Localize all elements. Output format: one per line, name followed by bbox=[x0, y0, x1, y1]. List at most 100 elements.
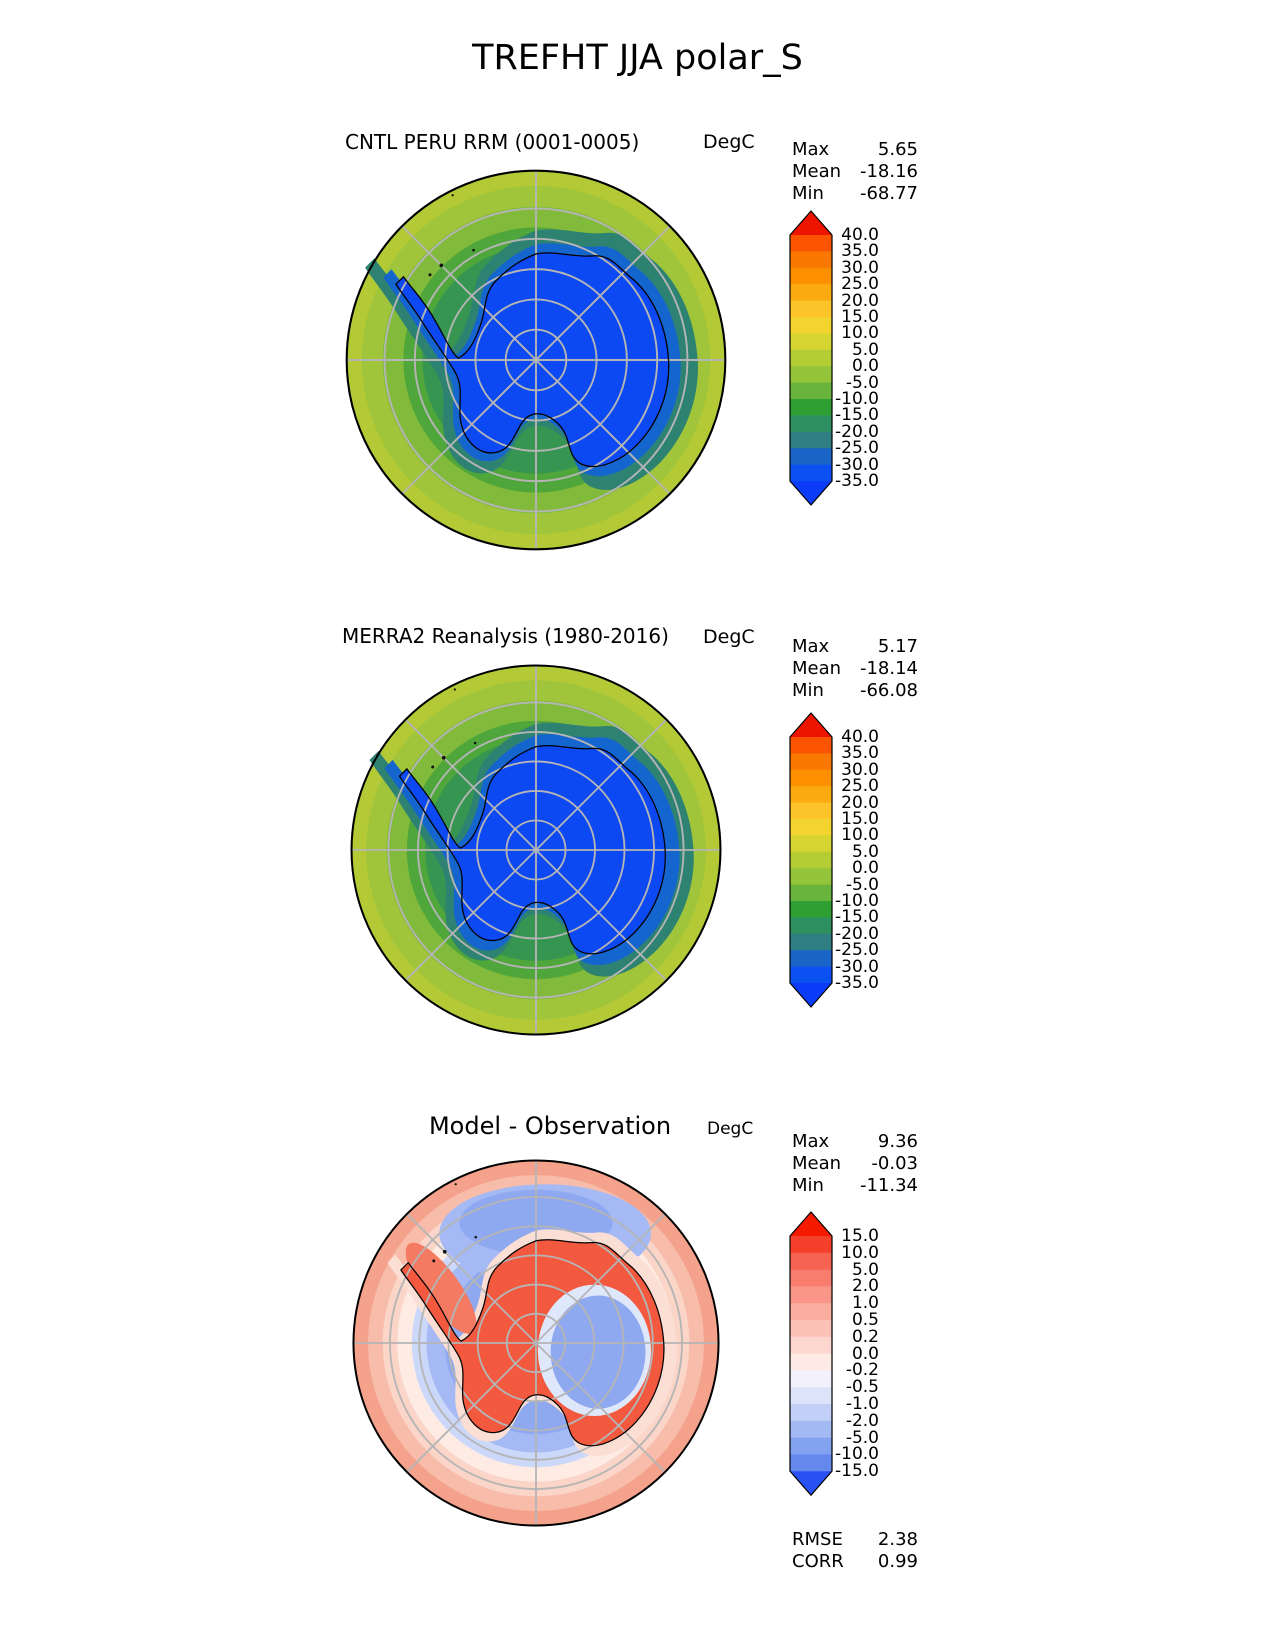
stat-label: RMSE bbox=[792, 1529, 843, 1550]
stat-row: Mean -18.16 bbox=[792, 161, 918, 183]
colorbar-tick-label: 5.0 bbox=[851, 1259, 879, 1280]
colorbar-tick-label: 35.0 bbox=[841, 241, 879, 262]
stat-label: Mean bbox=[792, 1153, 842, 1174]
colorbar-tick-label: -0.2 bbox=[845, 1360, 879, 1381]
colorbar-tick-label: -35.0 bbox=[835, 973, 879, 993]
stat-label: Mean bbox=[792, 658, 842, 679]
colorbar-tick-label: -10.0 bbox=[835, 389, 879, 409]
colorbar-tick-label: 25.0 bbox=[841, 274, 879, 295]
polar-map-diff bbox=[348, 1155, 724, 1531]
colorbar-tick-label: 1.0 bbox=[851, 1293, 879, 1314]
colorbar-model: 40.0 35.0 30.0 25.0 20.0 15.0 10.0 5.0 0.0 -5.0 -1… bbox=[789, 210, 879, 510]
stat-label: Min bbox=[792, 680, 824, 701]
stat-label: Max bbox=[792, 636, 830, 657]
colorbar-tick-label: -30.0 bbox=[835, 956, 879, 977]
colorbar-tick-label: 0.0 bbox=[851, 356, 879, 377]
colorbar-tick-label: 25.0 bbox=[841, 776, 879, 797]
colorbar-tick-label: 10.0 bbox=[841, 1242, 879, 1263]
polar-map-obs bbox=[346, 660, 726, 1040]
colorbar-tick-label: -2.0 bbox=[845, 1410, 879, 1431]
colorbar-tick-label: 15.0 bbox=[841, 1226, 879, 1246]
stat-value: -18.14 bbox=[859, 658, 918, 679]
panel-obs-subtitle: MERRA2 Reanalysis (1980-2016) bbox=[342, 624, 669, 648]
colorbar-tick-label: 15.0 bbox=[841, 809, 879, 829]
map-border bbox=[345, 169, 727, 551]
polar-map-model bbox=[341, 165, 731, 555]
colorbar-tick-label: -1.0 bbox=[845, 1394, 879, 1414]
stat-value: 2.38 bbox=[877, 1529, 918, 1550]
colorbar-tick-label: 2.0 bbox=[851, 1276, 879, 1297]
stat-row: RMSE 2.38 bbox=[792, 1529, 918, 1551]
colorbar-tick-label: 40.0 bbox=[841, 225, 879, 245]
stat-value: 0.99 bbox=[877, 1551, 918, 1572]
stat-label: CORR bbox=[792, 1551, 844, 1572]
colorbar-svg bbox=[789, 210, 833, 506]
panel-obs-units: DegC bbox=[703, 626, 755, 648]
stat-row: Min -11.34 bbox=[792, 1175, 918, 1197]
stat-value: -66.08 bbox=[859, 680, 918, 701]
colorbar-tick-label: 20.0 bbox=[841, 290, 879, 311]
map-border bbox=[352, 1159, 720, 1527]
colorbar-tick-label: -15.0 bbox=[835, 1461, 879, 1482]
colorbar-tick-label: -20.0 bbox=[835, 421, 879, 442]
stat-value: 5.17 bbox=[877, 636, 918, 657]
colorbar-tick-label: -10.0 bbox=[835, 1444, 879, 1465]
colorbar-obs: 40.0 35.0 30.0 25.0 20.0 15.0 10.0 5.0 0.0 -5.0 -1… bbox=[789, 712, 879, 1012]
panel-model-units: DegC bbox=[703, 131, 755, 153]
colorbar-tick-label: -15.0 bbox=[835, 907, 879, 928]
colorbar-tick-label: 30.0 bbox=[841, 257, 879, 278]
stat-row: Min -66.08 bbox=[792, 680, 918, 702]
colorbar-tick-label: 0.0 bbox=[851, 858, 879, 879]
stat-value: 5.65 bbox=[877, 139, 918, 160]
colorbar-tick-label: 5.0 bbox=[851, 339, 879, 360]
colorbar-tick-label: 10.0 bbox=[841, 825, 879, 846]
colorbar-tick-label: -20.0 bbox=[835, 923, 879, 944]
colorbar-tick-label: -30.0 bbox=[835, 454, 879, 475]
colorbar-tick-label: -5.0 bbox=[845, 874, 879, 895]
colorbar-tick-label: 0.2 bbox=[851, 1326, 879, 1347]
colorbar-tick-label: -25.0 bbox=[835, 940, 879, 961]
colorbar-tick-label: 10.0 bbox=[841, 323, 879, 344]
colorbar-tick-label: -35.0 bbox=[835, 471, 879, 491]
colorbar-tick-label: -5.0 bbox=[845, 1427, 879, 1448]
panel-diff-stats: Max 9.36 Mean -0.03 Min -11.34 bbox=[792, 1131, 918, 1197]
stat-row: Mean -0.03 bbox=[792, 1153, 918, 1175]
stat-value: -0.03 bbox=[871, 1153, 918, 1174]
colorbar-svg bbox=[789, 1211, 833, 1497]
colorbar-tick-label: 0.5 bbox=[851, 1310, 879, 1330]
panel-obs-stats: Max 5.17 Mean -18.14 Min -66.08 bbox=[792, 636, 918, 702]
stat-row: Min -68.77 bbox=[792, 183, 918, 205]
panel-diff-skill-stats: RMSE 2.38 CORR 0.99 bbox=[792, 1529, 918, 1573]
colorbar-diff: 15.0 10.0 5.0 2.0 1.0 0.5 0.2 0.0 -0.2 -0.5 -1.0 -2… bbox=[789, 1211, 879, 1500]
stat-value: -11.34 bbox=[859, 1175, 918, 1196]
page-title: TREFHT JJA polar_S bbox=[472, 38, 803, 78]
colorbar-tick-label: 20.0 bbox=[841, 792, 879, 813]
panel-diff-subtitle: Model - Observation bbox=[428, 1112, 672, 1140]
colorbar-tick-label: 0.0 bbox=[851, 1343, 879, 1364]
stat-row: Max 5.65 bbox=[792, 139, 918, 161]
stat-label: Min bbox=[792, 183, 824, 204]
map-border bbox=[350, 664, 722, 1036]
colorbar-tick-label: -15.0 bbox=[835, 405, 879, 426]
colorbar-tick-label: 30.0 bbox=[841, 759, 879, 780]
panel-model-subtitle: CNTL PERU RRM (0001-0005) bbox=[345, 130, 640, 154]
panel-diff-units: DegC bbox=[707, 1119, 754, 1139]
colorbar-tick-label: -10.0 bbox=[835, 891, 879, 911]
stat-label: Mean bbox=[792, 161, 842, 182]
colorbar-svg bbox=[789, 712, 833, 1008]
stat-row: Max 9.36 bbox=[792, 1131, 918, 1153]
stat-value: -18.16 bbox=[859, 161, 918, 182]
stat-row: CORR 0.99 bbox=[792, 1551, 918, 1573]
colorbar-tick-label: 5.0 bbox=[851, 841, 879, 862]
colorbar-tick-label: 15.0 bbox=[841, 307, 879, 327]
colorbar-tick-label: 35.0 bbox=[841, 743, 879, 764]
stat-value: -68.77 bbox=[859, 183, 918, 204]
stat-label: Max bbox=[792, 1131, 830, 1152]
colorbar-tick-label: -5.0 bbox=[845, 372, 879, 393]
stat-row: Max 5.17 bbox=[792, 636, 918, 658]
stat-row: Mean -18.14 bbox=[792, 658, 918, 680]
colorbar-tick-label: -25.0 bbox=[835, 438, 879, 459]
stat-label: Max bbox=[792, 139, 830, 160]
colorbar-tick-label: 40.0 bbox=[841, 727, 879, 747]
